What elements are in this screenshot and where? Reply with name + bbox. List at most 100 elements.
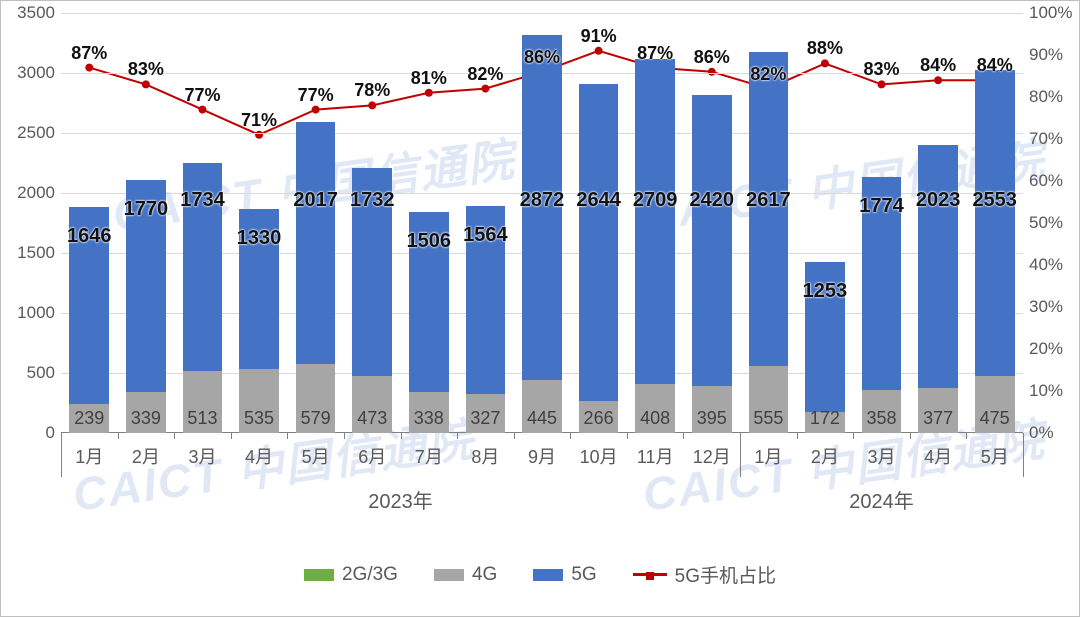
bar-slot: 473 1732: [352, 13, 392, 433]
legend-label: 5G手机占比: [675, 561, 776, 588]
bar-4g-label: 555: [753, 408, 783, 429]
chart-frame: CAICT 中国信通院CAICT 中国信通院CAICT 中国信通院CAICT 中…: [0, 0, 1080, 617]
bar-4g-label: 377: [923, 408, 953, 429]
bar-4g-label: 408: [640, 408, 670, 429]
bar-slot: 535 1330: [239, 13, 279, 433]
x-category-label: 6月: [358, 443, 386, 469]
bar-4g-label: 172: [810, 408, 840, 429]
bar-5g-label: 1770: [124, 198, 169, 221]
x-tick: [287, 433, 288, 439]
x-category-label: 4月: [245, 443, 273, 469]
bar-5g-label: 1253: [803, 280, 848, 303]
bar-slot: 172 1253: [805, 13, 845, 433]
bar-seg-s5g: [918, 145, 958, 388]
bar-5g-label: 1330: [237, 227, 282, 250]
bar-slot: 266 2644: [579, 13, 619, 433]
y-left-tick-label: 1500: [5, 243, 55, 263]
legend-item-s2g3g: 2G/3G: [304, 561, 398, 588]
y-left-tick-label: 0: [5, 423, 55, 443]
bar-5g-label: 2420: [690, 189, 735, 212]
x-tick: [174, 433, 175, 439]
y-right-tick-label: 40%: [1029, 255, 1079, 275]
bar-slot: 4752553: [975, 13, 1015, 433]
legend-swatch: [533, 569, 563, 581]
x-category-label: 1月: [754, 443, 782, 469]
x-category-label: 1月: [75, 443, 103, 469]
pct-label: 77%: [184, 84, 220, 105]
bar-slot: 408 2709: [635, 13, 675, 433]
bar-4g-label: 535: [244, 408, 274, 429]
legend-swatch: [304, 569, 334, 581]
plot-area: 05001000150020002500300035000%10%20%30%4…: [61, 13, 1023, 433]
pct-label: 71%: [241, 110, 277, 131]
pct-label: 84%: [920, 55, 956, 76]
pct-label: 82%: [750, 63, 786, 84]
bar-5g-label: 1564: [463, 224, 508, 247]
x-tick: [344, 433, 345, 439]
bar-4g-label: 266: [584, 408, 614, 429]
x-category-label: 5月: [981, 443, 1009, 469]
pct-label: 83%: [128, 59, 164, 80]
x-tick-major: [740, 433, 741, 477]
bar-seg-s5g: [975, 70, 1015, 376]
bar-4g-label: 239: [74, 408, 104, 429]
bar-seg-s5g: [296, 122, 336, 364]
y-left-tick-label: 2000: [5, 183, 55, 203]
x-category-label: 7月: [415, 443, 443, 469]
pct-label: 88%: [807, 38, 843, 59]
y-left-tick-label: 3500: [5, 3, 55, 23]
bar-5g-label: 1506: [407, 230, 452, 253]
pct-label: 91%: [581, 26, 617, 47]
bar-5g-label: 1732: [350, 189, 395, 212]
bar-slot: 3952420: [692, 13, 732, 433]
x-tick: [231, 433, 232, 439]
x-category-label: 9月: [528, 443, 556, 469]
bar-slot: 377 2023: [918, 13, 958, 433]
x-axis-area: 1月2月3月4月5月6月7月8月9月10月11月12月1月2月3月4月5月202…: [61, 433, 1023, 533]
bar-5g-label: 1774: [859, 195, 904, 218]
y-right-tick-label: 100%: [1029, 3, 1079, 23]
y-right-tick-label: 30%: [1029, 297, 1079, 317]
legend-label: 4G: [472, 564, 497, 586]
pct-label: 82%: [467, 63, 503, 84]
bar-5g-label: 2644: [576, 189, 621, 212]
x-category-label: 12月: [693, 443, 731, 469]
y-right-tick-label: 80%: [1029, 87, 1079, 107]
bar-4g-label: 473: [357, 408, 387, 429]
x-category-label: 5月: [302, 443, 330, 469]
bar-4g-label: 358: [866, 408, 896, 429]
bar-seg-s5g: [635, 59, 675, 384]
pct-label: 83%: [864, 59, 900, 80]
x-tick: [401, 433, 402, 439]
bar-slot: 2391646: [69, 13, 109, 433]
x-tick: [797, 433, 798, 439]
x-category-label: 10月: [580, 443, 618, 469]
bar-5g-label: 2023: [916, 189, 961, 212]
bar-slot: 5131734: [183, 13, 223, 433]
x-tick-major: [61, 433, 62, 477]
pct-label: 87%: [71, 42, 107, 63]
y-left-tick-label: 3000: [5, 63, 55, 83]
pct-label: 87%: [637, 42, 673, 63]
x-tick: [853, 433, 854, 439]
y-right-tick-label: 20%: [1029, 339, 1079, 359]
y-left-tick-label: 1000: [5, 303, 55, 323]
legend: 2G/3G 4G 5G 5G手机占比: [1, 561, 1079, 588]
x-category-label: 3月: [868, 443, 896, 469]
bar-4g-label: 475: [980, 408, 1010, 429]
pct-label: 78%: [354, 80, 390, 101]
legend-item-s5g: 5G: [533, 561, 596, 588]
bar-4g-label: 338: [414, 408, 444, 429]
x-category-label: 3月: [188, 443, 216, 469]
x-category-label: 2月: [132, 443, 160, 469]
y-right-tick-label: 90%: [1029, 45, 1079, 65]
legend-label: 2G/3G: [342, 564, 398, 586]
x-category-label: 2月: [811, 443, 839, 469]
x-tick: [457, 433, 458, 439]
y-left-tick-label: 500: [5, 363, 55, 383]
x-category-label: 4月: [924, 443, 952, 469]
pct-label: 86%: [694, 47, 730, 68]
x-tick: [627, 433, 628, 439]
x-tick: [514, 433, 515, 439]
bar-5g-label: 2709: [633, 189, 678, 212]
